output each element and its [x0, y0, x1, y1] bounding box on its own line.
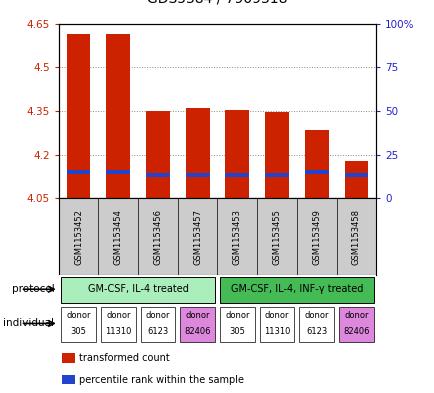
Bar: [304, 170, 328, 174]
Text: donor: donor: [145, 311, 170, 320]
Text: GM-CSF, IL-4, INF-γ treated: GM-CSF, IL-4, INF-γ treated: [230, 284, 362, 294]
Text: GDS5384 / 7909318: GDS5384 / 7909318: [147, 0, 287, 6]
Bar: [106, 34, 130, 198]
Bar: [225, 110, 249, 198]
Text: donor: donor: [224, 311, 249, 320]
Bar: [146, 111, 169, 198]
Text: 305: 305: [229, 327, 245, 336]
Text: GSM1153455: GSM1153455: [272, 209, 281, 265]
Text: donor: donor: [106, 311, 130, 320]
Bar: [185, 173, 209, 176]
Text: percentile rank within the sample: percentile rank within the sample: [79, 375, 244, 385]
Text: 82406: 82406: [342, 327, 369, 336]
Bar: [265, 112, 288, 198]
Bar: [339, 307, 373, 342]
Text: GSM1153459: GSM1153459: [312, 209, 320, 265]
Bar: [62, 353, 75, 363]
Bar: [220, 277, 373, 303]
Bar: [146, 173, 169, 176]
Text: GSM1153458: GSM1153458: [351, 209, 360, 265]
Text: 6123: 6123: [147, 327, 168, 336]
Bar: [344, 161, 368, 198]
Text: GSM1153454: GSM1153454: [114, 209, 122, 265]
Text: GM-CSF, IL-4 treated: GM-CSF, IL-4 treated: [88, 284, 188, 294]
Text: 82406: 82406: [184, 327, 210, 336]
Text: donor: donor: [343, 311, 368, 320]
Bar: [62, 375, 75, 384]
Bar: [265, 173, 288, 176]
Text: 11310: 11310: [105, 327, 131, 336]
Text: donor: donor: [304, 311, 328, 320]
Bar: [180, 307, 214, 342]
Text: protocol: protocol: [12, 284, 54, 294]
Bar: [304, 130, 328, 198]
Text: 6123: 6123: [306, 327, 327, 336]
Text: 305: 305: [70, 327, 86, 336]
Text: individual: individual: [3, 318, 54, 329]
Bar: [344, 173, 368, 176]
Text: transformed count: transformed count: [79, 353, 170, 363]
Bar: [66, 170, 90, 174]
Bar: [140, 307, 175, 342]
Text: GSM1153453: GSM1153453: [232, 209, 241, 265]
Bar: [101, 307, 135, 342]
Bar: [66, 34, 90, 198]
Text: GSM1153452: GSM1153452: [74, 209, 83, 265]
Text: donor: donor: [66, 311, 91, 320]
Text: donor: donor: [185, 311, 210, 320]
Bar: [61, 307, 95, 342]
Bar: [220, 307, 254, 342]
Text: GSM1153457: GSM1153457: [193, 209, 202, 265]
Bar: [225, 173, 249, 176]
Bar: [106, 170, 130, 174]
Bar: [61, 277, 214, 303]
Text: GSM1153456: GSM1153456: [153, 209, 162, 265]
Text: 11310: 11310: [263, 327, 289, 336]
Bar: [299, 307, 333, 342]
Bar: [259, 307, 294, 342]
Text: donor: donor: [264, 311, 289, 320]
Bar: [185, 108, 209, 198]
